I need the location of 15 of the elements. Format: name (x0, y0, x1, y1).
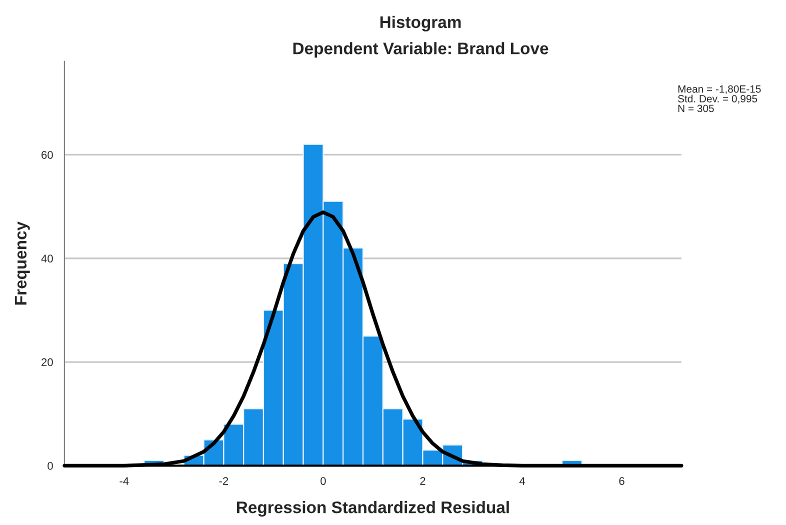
y-axis-title: Frequency (14, 221, 30, 305)
x-tick-label: 0 (320, 477, 326, 485)
y-tick-label: 60 (42, 150, 53, 159)
x-axis-title: Regression Standardized Residual (237, 501, 509, 517)
y-tick-label: 40 (41, 254, 53, 263)
x-tick-label: 6 (619, 477, 624, 485)
x-tick-label: -2 (219, 477, 228, 485)
x-tick-label: -4 (120, 477, 129, 485)
x-tick-label: 2 (420, 477, 426, 485)
chart-subtitle: Dependent Variable: Brand Love (293, 42, 548, 58)
x-tick-label: 4 (519, 477, 525, 485)
chart-title: Histogram (380, 16, 461, 32)
y-tick-label: 0 (48, 462, 53, 470)
y-tick-label: 20 (42, 358, 53, 366)
annotation: Mean = -1,80E-15 Std. Dev. = 0,995 N = 305 (678, 85, 761, 112)
